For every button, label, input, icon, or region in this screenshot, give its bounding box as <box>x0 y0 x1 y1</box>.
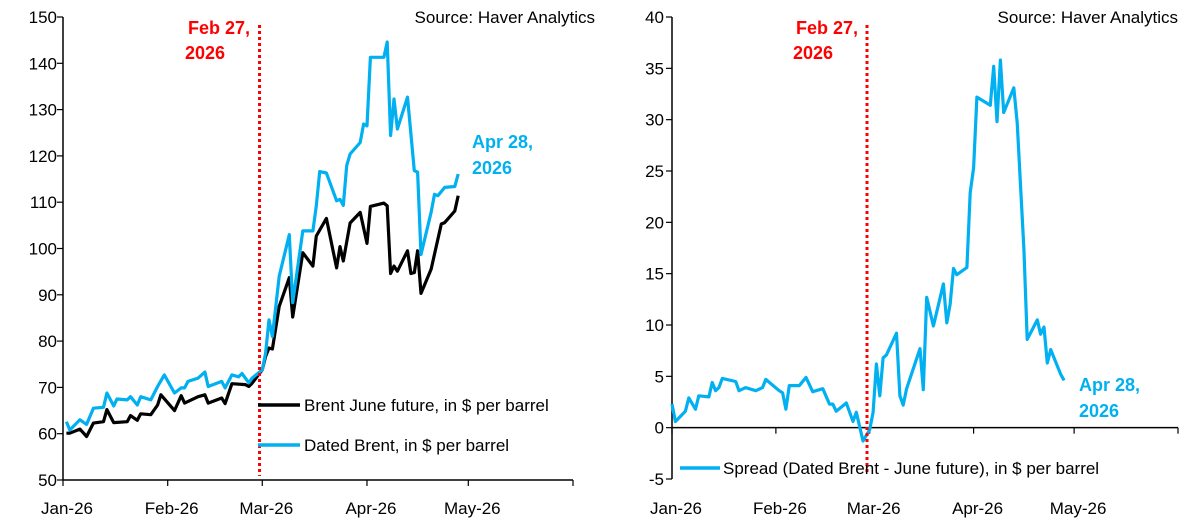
source-note: Source: Haver Analytics <box>998 8 1178 27</box>
y-tick-label: 80 <box>38 332 57 351</box>
end-date-label: 2026 <box>472 158 512 178</box>
y-tick-label: 100 <box>29 240 57 259</box>
end-date-label: Apr 28, <box>472 132 533 152</box>
event-label: Feb 27, <box>188 18 250 38</box>
x-tick-label: Mar-26 <box>239 499 293 518</box>
legend-label: Brent June future, in $ per barrel <box>304 396 549 415</box>
price-chart: 50 60 70 80 90 100 110 120 130 140 150 Jan-26 Feb-26… <box>29 8 595 518</box>
series-line-brent-june-future <box>66 195 460 439</box>
y-tick-label: 10 <box>645 316 664 335</box>
y-tick-label: 35 <box>645 59 664 78</box>
legend-label: Spread (Dated Brent - June future), in $… <box>723 459 1099 478</box>
y-tick-label: -5 <box>649 470 664 489</box>
end-date-label: Apr 28, <box>1079 375 1140 395</box>
series-line-dated-brent <box>64 40 460 432</box>
x-tick-label: Jan-26 <box>41 499 93 518</box>
x-tick-label: Jan-26 <box>650 499 702 518</box>
x-tick-label: Apr-26 <box>345 499 396 518</box>
series-line-spread <box>670 58 1066 443</box>
x-tick-label: May-26 <box>1050 499 1107 518</box>
source-note: Source: Haver Analytics <box>415 8 595 27</box>
spread-chart: -5 0 5 10 15 20 25 30 35 40 Jan-26 Feb-26 Mar-26 Apr-… <box>645 8 1179 518</box>
y-tick-label: 50 <box>38 471 57 490</box>
x-tick-label: May-26 <box>444 499 501 518</box>
y-tick-label: 110 <box>30 193 57 212</box>
y-tick-label: 150 <box>29 8 57 27</box>
y-tick-label: 90 <box>38 286 57 305</box>
y-tick-label: 60 <box>38 425 57 444</box>
y-tick-label: 140 <box>29 54 57 73</box>
y-tick-label: 15 <box>645 265 664 284</box>
y-tick-label: 20 <box>645 213 664 232</box>
y-tick-label: 40 <box>645 8 664 27</box>
event-label: 2026 <box>185 43 225 63</box>
x-tick-label: Mar-26 <box>847 499 901 518</box>
event-label: 2026 <box>793 43 833 63</box>
y-tick-label: 70 <box>38 378 57 397</box>
legend-label: Dated Brent, in $ per barrel <box>304 436 509 455</box>
y-tick-label: 130 <box>29 101 57 120</box>
end-date-label: 2026 <box>1079 401 1119 421</box>
y-tick-label: 0 <box>655 419 664 438</box>
x-tick-label: Feb-26 <box>145 499 199 518</box>
y-tick-label: 5 <box>655 367 664 386</box>
y-tick-label: 120 <box>29 147 57 166</box>
event-label: Feb 27, <box>796 18 858 38</box>
x-tick-label: Feb-26 <box>753 499 807 518</box>
y-tick-label: 25 <box>645 162 664 181</box>
y-tick-label: 30 <box>645 111 664 130</box>
x-tick-label: Apr-26 <box>952 499 1003 518</box>
